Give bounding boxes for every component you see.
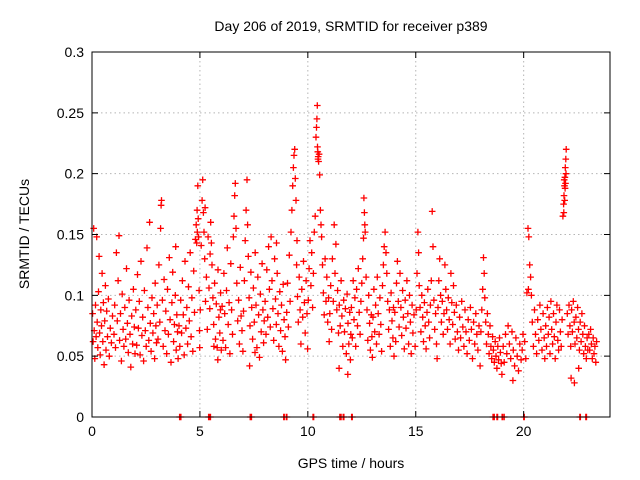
tick-marks xyxy=(91,51,610,418)
y-axis-label: SRMTID / TECUs xyxy=(16,179,32,289)
x-axis-label: GPS time / hours xyxy=(298,455,405,471)
y-tick-label: 0.1 xyxy=(65,287,85,303)
y-tick-labels: 0 0.05 0.1 0.15 0.2 0.25 0.3 xyxy=(57,44,84,425)
y-tick-label: 0.2 xyxy=(65,166,85,182)
axis-ticks xyxy=(91,51,610,418)
x-tick-label: 5 xyxy=(196,423,204,439)
chart-title: Day 206 of 2019, SRMTID for receiver p38… xyxy=(214,18,487,34)
x-tick-label: 0 xyxy=(88,423,96,439)
y-tick-label: 0.15 xyxy=(57,227,84,243)
y-tick-label: 0.3 xyxy=(65,44,85,60)
y-tick-label: 0 xyxy=(76,409,84,425)
y-tick-label: 0.05 xyxy=(57,348,84,364)
x-tick-labels: 0 5 10 15 20 xyxy=(88,423,532,439)
x-tick-label: 15 xyxy=(408,423,424,439)
y-tick-label: 0.25 xyxy=(57,105,84,121)
x-tick-label: 20 xyxy=(516,423,532,439)
data-points xyxy=(89,102,600,421)
scatter-plus-markers xyxy=(89,102,600,421)
x-tick-label: 10 xyxy=(300,423,316,439)
